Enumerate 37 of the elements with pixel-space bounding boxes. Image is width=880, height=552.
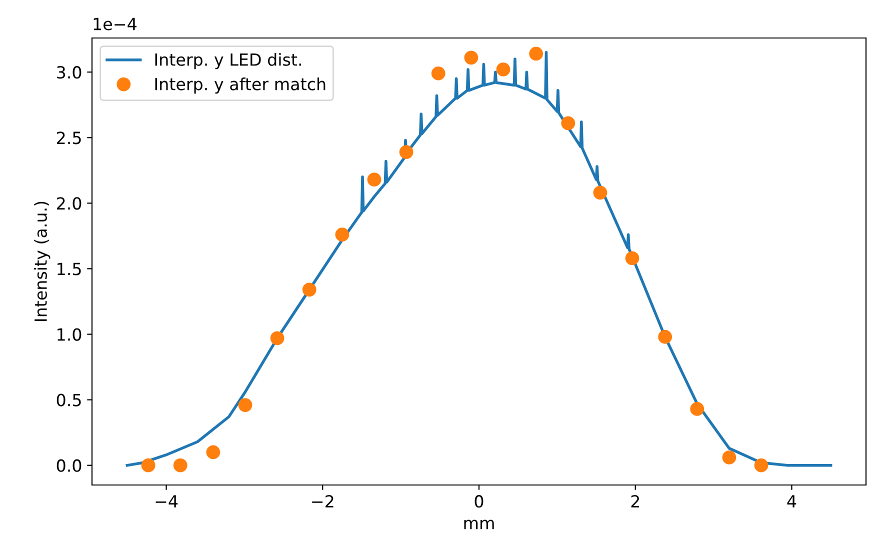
point [625,251,640,266]
point [561,116,576,130]
point [658,330,672,344]
x-tick-label: −4 [156,495,178,508]
y-tick-label: 1.5 [58,262,81,276]
point [496,62,510,76]
x-tick-label: 0 [474,495,484,508]
point [464,50,478,65]
point [593,186,608,200]
y-tick-label: 2.0 [56,197,82,210]
x-axis-title: mm [464,520,494,530]
point [722,450,736,464]
point [399,145,414,159]
x-tick-label: 4 [787,495,796,508]
y-tick-label: 2.5 [56,132,81,144]
point [431,66,446,80]
point [529,46,544,61]
legend-label: Interp. y after match [155,77,326,94]
point [206,445,220,460]
point [690,402,704,416]
point [270,331,284,346]
y-tick-label: 3.0 [57,66,82,79]
point [141,458,156,472]
y-tick-label: 0.0 [56,459,82,472]
point [754,458,768,472]
point [367,172,382,187]
y-axis-title: Intensity (a.u.) [34,202,50,321]
point [173,458,188,472]
legend-label: Interp. y LED dist. [155,53,301,70]
point [335,228,350,242]
point [238,398,252,412]
point [302,282,316,297]
y-tick-label: 1.0 [58,328,82,341]
y-tick-label: 0.5 [56,394,81,406]
text: 1e−4 [94,18,136,30]
x-tick-label: −2 [312,495,334,508]
x-tick-label: 2 [631,495,639,508]
